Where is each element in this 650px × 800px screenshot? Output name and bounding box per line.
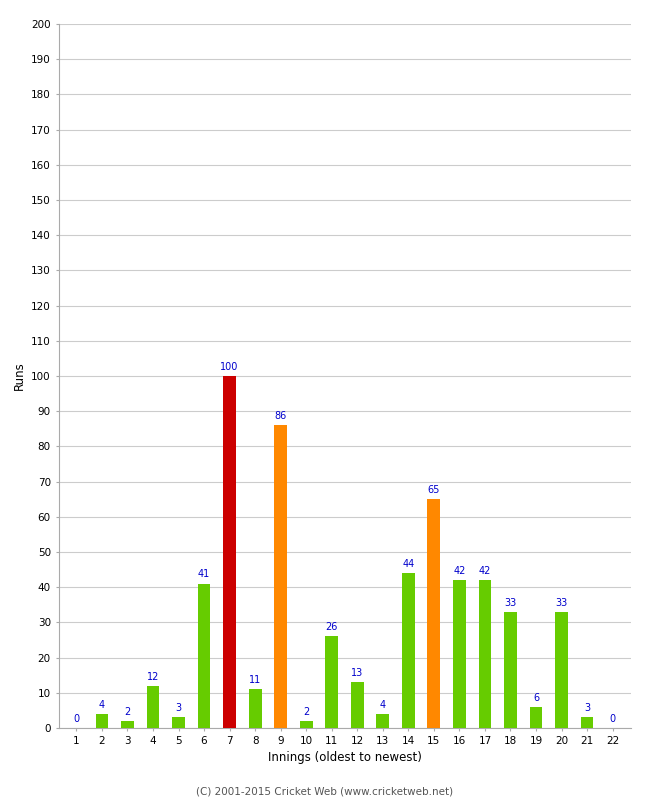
Text: 33: 33 [556, 598, 567, 608]
Bar [530, 707, 542, 728]
Bar [274, 426, 287, 728]
Bar [326, 637, 338, 728]
Text: 65: 65 [428, 485, 440, 495]
Bar [504, 612, 517, 728]
Text: 0: 0 [610, 714, 616, 724]
Bar [428, 499, 440, 728]
Bar [147, 686, 159, 728]
Bar [223, 376, 236, 728]
Bar [580, 718, 593, 728]
Text: 26: 26 [326, 622, 338, 632]
Text: 12: 12 [147, 671, 159, 682]
Text: 0: 0 [73, 714, 79, 724]
Text: 2: 2 [124, 706, 131, 717]
Bar [300, 721, 313, 728]
Bar [453, 580, 466, 728]
Bar [555, 612, 568, 728]
Bar [351, 682, 363, 728]
Text: 41: 41 [198, 570, 210, 579]
Y-axis label: Runs: Runs [12, 362, 25, 390]
Bar [478, 580, 491, 728]
Text: 11: 11 [249, 675, 261, 685]
Text: 4: 4 [380, 700, 386, 710]
Text: 6: 6 [533, 693, 539, 702]
Bar [96, 714, 109, 728]
Text: 13: 13 [351, 668, 363, 678]
Text: 2: 2 [303, 706, 309, 717]
Text: 33: 33 [504, 598, 517, 608]
Text: 86: 86 [274, 411, 287, 421]
Text: 3: 3 [176, 703, 181, 714]
Bar [121, 721, 134, 728]
Bar [198, 584, 211, 728]
Bar [172, 718, 185, 728]
Text: 3: 3 [584, 703, 590, 714]
X-axis label: Innings (oldest to newest): Innings (oldest to newest) [268, 751, 421, 764]
Text: 44: 44 [402, 559, 415, 569]
Text: 4: 4 [99, 700, 105, 710]
Text: 42: 42 [479, 566, 491, 576]
Text: 42: 42 [453, 566, 465, 576]
Bar [376, 714, 389, 728]
Text: 100: 100 [220, 362, 239, 372]
Text: (C) 2001-2015 Cricket Web (www.cricketweb.net): (C) 2001-2015 Cricket Web (www.cricketwe… [196, 786, 454, 796]
Bar [402, 573, 415, 728]
Bar [249, 690, 261, 728]
